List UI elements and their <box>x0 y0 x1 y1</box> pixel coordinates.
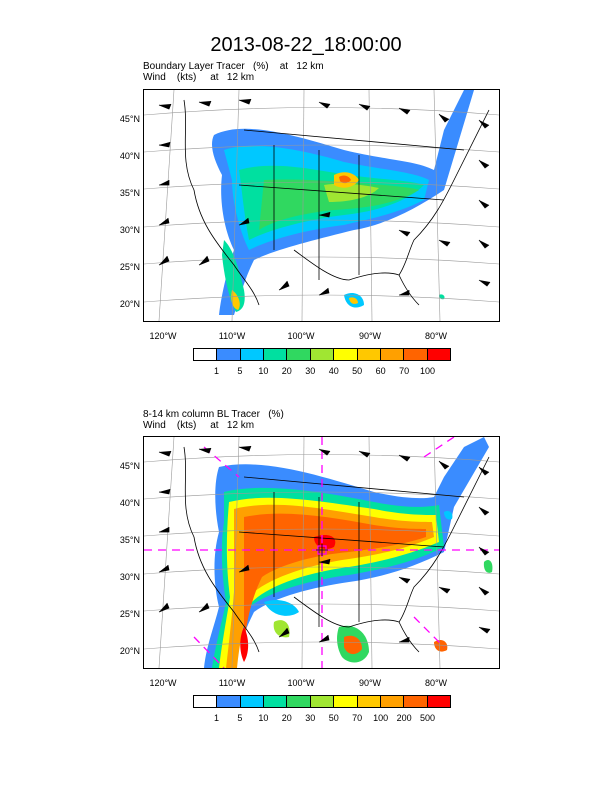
panel2-subtitle: Wind (kts) at 12 km <box>143 420 255 431</box>
colorbar-label: 30 <box>305 713 316 723</box>
panel1-lon-label: 120°W <box>149 331 177 341</box>
colorbar-label: 20 <box>281 366 292 376</box>
colorbar-swatch <box>404 696 428 707</box>
colorbar-swatch <box>264 696 288 707</box>
panel2-tracer-field <box>204 437 493 668</box>
colorbar-label: 50 <box>352 366 363 376</box>
panel1-map <box>143 89 500 322</box>
colorbar-swatch <box>310 696 335 707</box>
panel2-crosshair-marker <box>316 544 328 556</box>
panel1-lat-label: 35°N <box>119 188 140 198</box>
panel2-lat-label: 25°N <box>119 609 140 619</box>
colorbar-swatch <box>287 696 311 707</box>
colorbar-label: 5 <box>237 713 243 723</box>
colorbar-swatch <box>380 696 405 707</box>
colorbar-swatch <box>334 349 358 360</box>
colorbar-label: 60 <box>375 366 386 376</box>
colorbar-swatch <box>357 696 381 707</box>
panel1-lat-label: 20°N <box>119 299 140 309</box>
colorbar-swatch <box>427 696 450 707</box>
colorbar-label: 100 <box>420 366 436 376</box>
colorbar-swatch <box>194 349 218 360</box>
colorbar-swatch <box>404 349 428 360</box>
panel2-lat-label: 40°N <box>119 498 140 508</box>
panel1-subtitle: Wind (kts) at 12 km <box>143 72 255 83</box>
colorbar-swatch <box>240 696 265 707</box>
figure-title: 2013-08-22_18:00:00 <box>210 34 402 56</box>
panel2-title: 8-14 km column BL Tracer (%) <box>143 409 284 420</box>
panel1-wind-barbs <box>158 98 491 296</box>
panel2-lon-label: 120°W <box>149 678 177 688</box>
panel2-lat-label: 20°N <box>119 646 140 656</box>
colorbar-label: 100 <box>373 713 389 723</box>
panel2-lon-label: 80°W <box>424 678 448 688</box>
panel2-cross-section-lines <box>144 437 499 668</box>
colorbar-label: 30 <box>305 366 316 376</box>
colorbar-swatch <box>334 696 358 707</box>
colorbar-swatch <box>264 349 288 360</box>
panel1-lon-label: 100°W <box>287 331 315 341</box>
colorbar-label: 20 <box>281 713 292 723</box>
panel1-lat-label: 25°N <box>119 262 140 272</box>
panel1-lon-label: 80°W <box>424 331 448 341</box>
panel1-colorbar <box>193 348 451 361</box>
colorbar-swatch <box>217 696 241 707</box>
panel2-map <box>143 436 500 669</box>
colorbar-swatch <box>194 696 218 707</box>
colorbar-label: 10 <box>258 713 269 723</box>
colorbar-swatch <box>357 349 381 360</box>
colorbar-label: 5 <box>237 366 243 376</box>
panel1-lat-label: 45°N <box>119 114 140 124</box>
colorbar-label: 40 <box>328 366 339 376</box>
panel2-lat-label: 30°N <box>119 572 140 582</box>
colorbar-swatch <box>310 349 335 360</box>
panel1-lon-label: 110°W <box>218 331 246 341</box>
colorbar-swatch <box>217 349 241 360</box>
panel2-lat-label: 35°N <box>119 535 140 545</box>
colorbar-label: 1 <box>213 366 219 376</box>
panel2-lon-label: 100°W <box>287 678 315 688</box>
colorbar-swatch <box>240 349 265 360</box>
panel2-colorbar <box>193 695 451 708</box>
panel2-lon-label: 110°W <box>218 678 246 688</box>
panel1-lat-label: 30°N <box>119 225 140 235</box>
colorbar-swatch <box>380 349 405 360</box>
panel2-wind-barbs <box>158 445 491 643</box>
colorbar-label: 10 <box>258 366 269 376</box>
panel2-lon-label: 90°W <box>358 678 382 688</box>
panel1-tracer-field <box>211 90 474 315</box>
panel1-lon-label: 90°W <box>358 331 382 341</box>
colorbar-label: 50 <box>328 713 339 723</box>
colorbar-swatch <box>427 349 450 360</box>
panel1-coastlines <box>183 99 490 306</box>
colorbar-label: 70 <box>399 366 410 376</box>
colorbar-label: 70 <box>352 713 363 723</box>
colorbar-swatch <box>287 349 311 360</box>
panel2-lat-label: 45°N <box>119 461 140 471</box>
panel1-lat-label: 40°N <box>119 151 140 161</box>
colorbar-label: 200 <box>396 713 412 723</box>
colorbar-label: 500 <box>420 713 436 723</box>
panel1-title: Boundary Layer Tracer (%) at 12 km <box>143 61 324 72</box>
colorbar-label: 1 <box>213 713 219 723</box>
